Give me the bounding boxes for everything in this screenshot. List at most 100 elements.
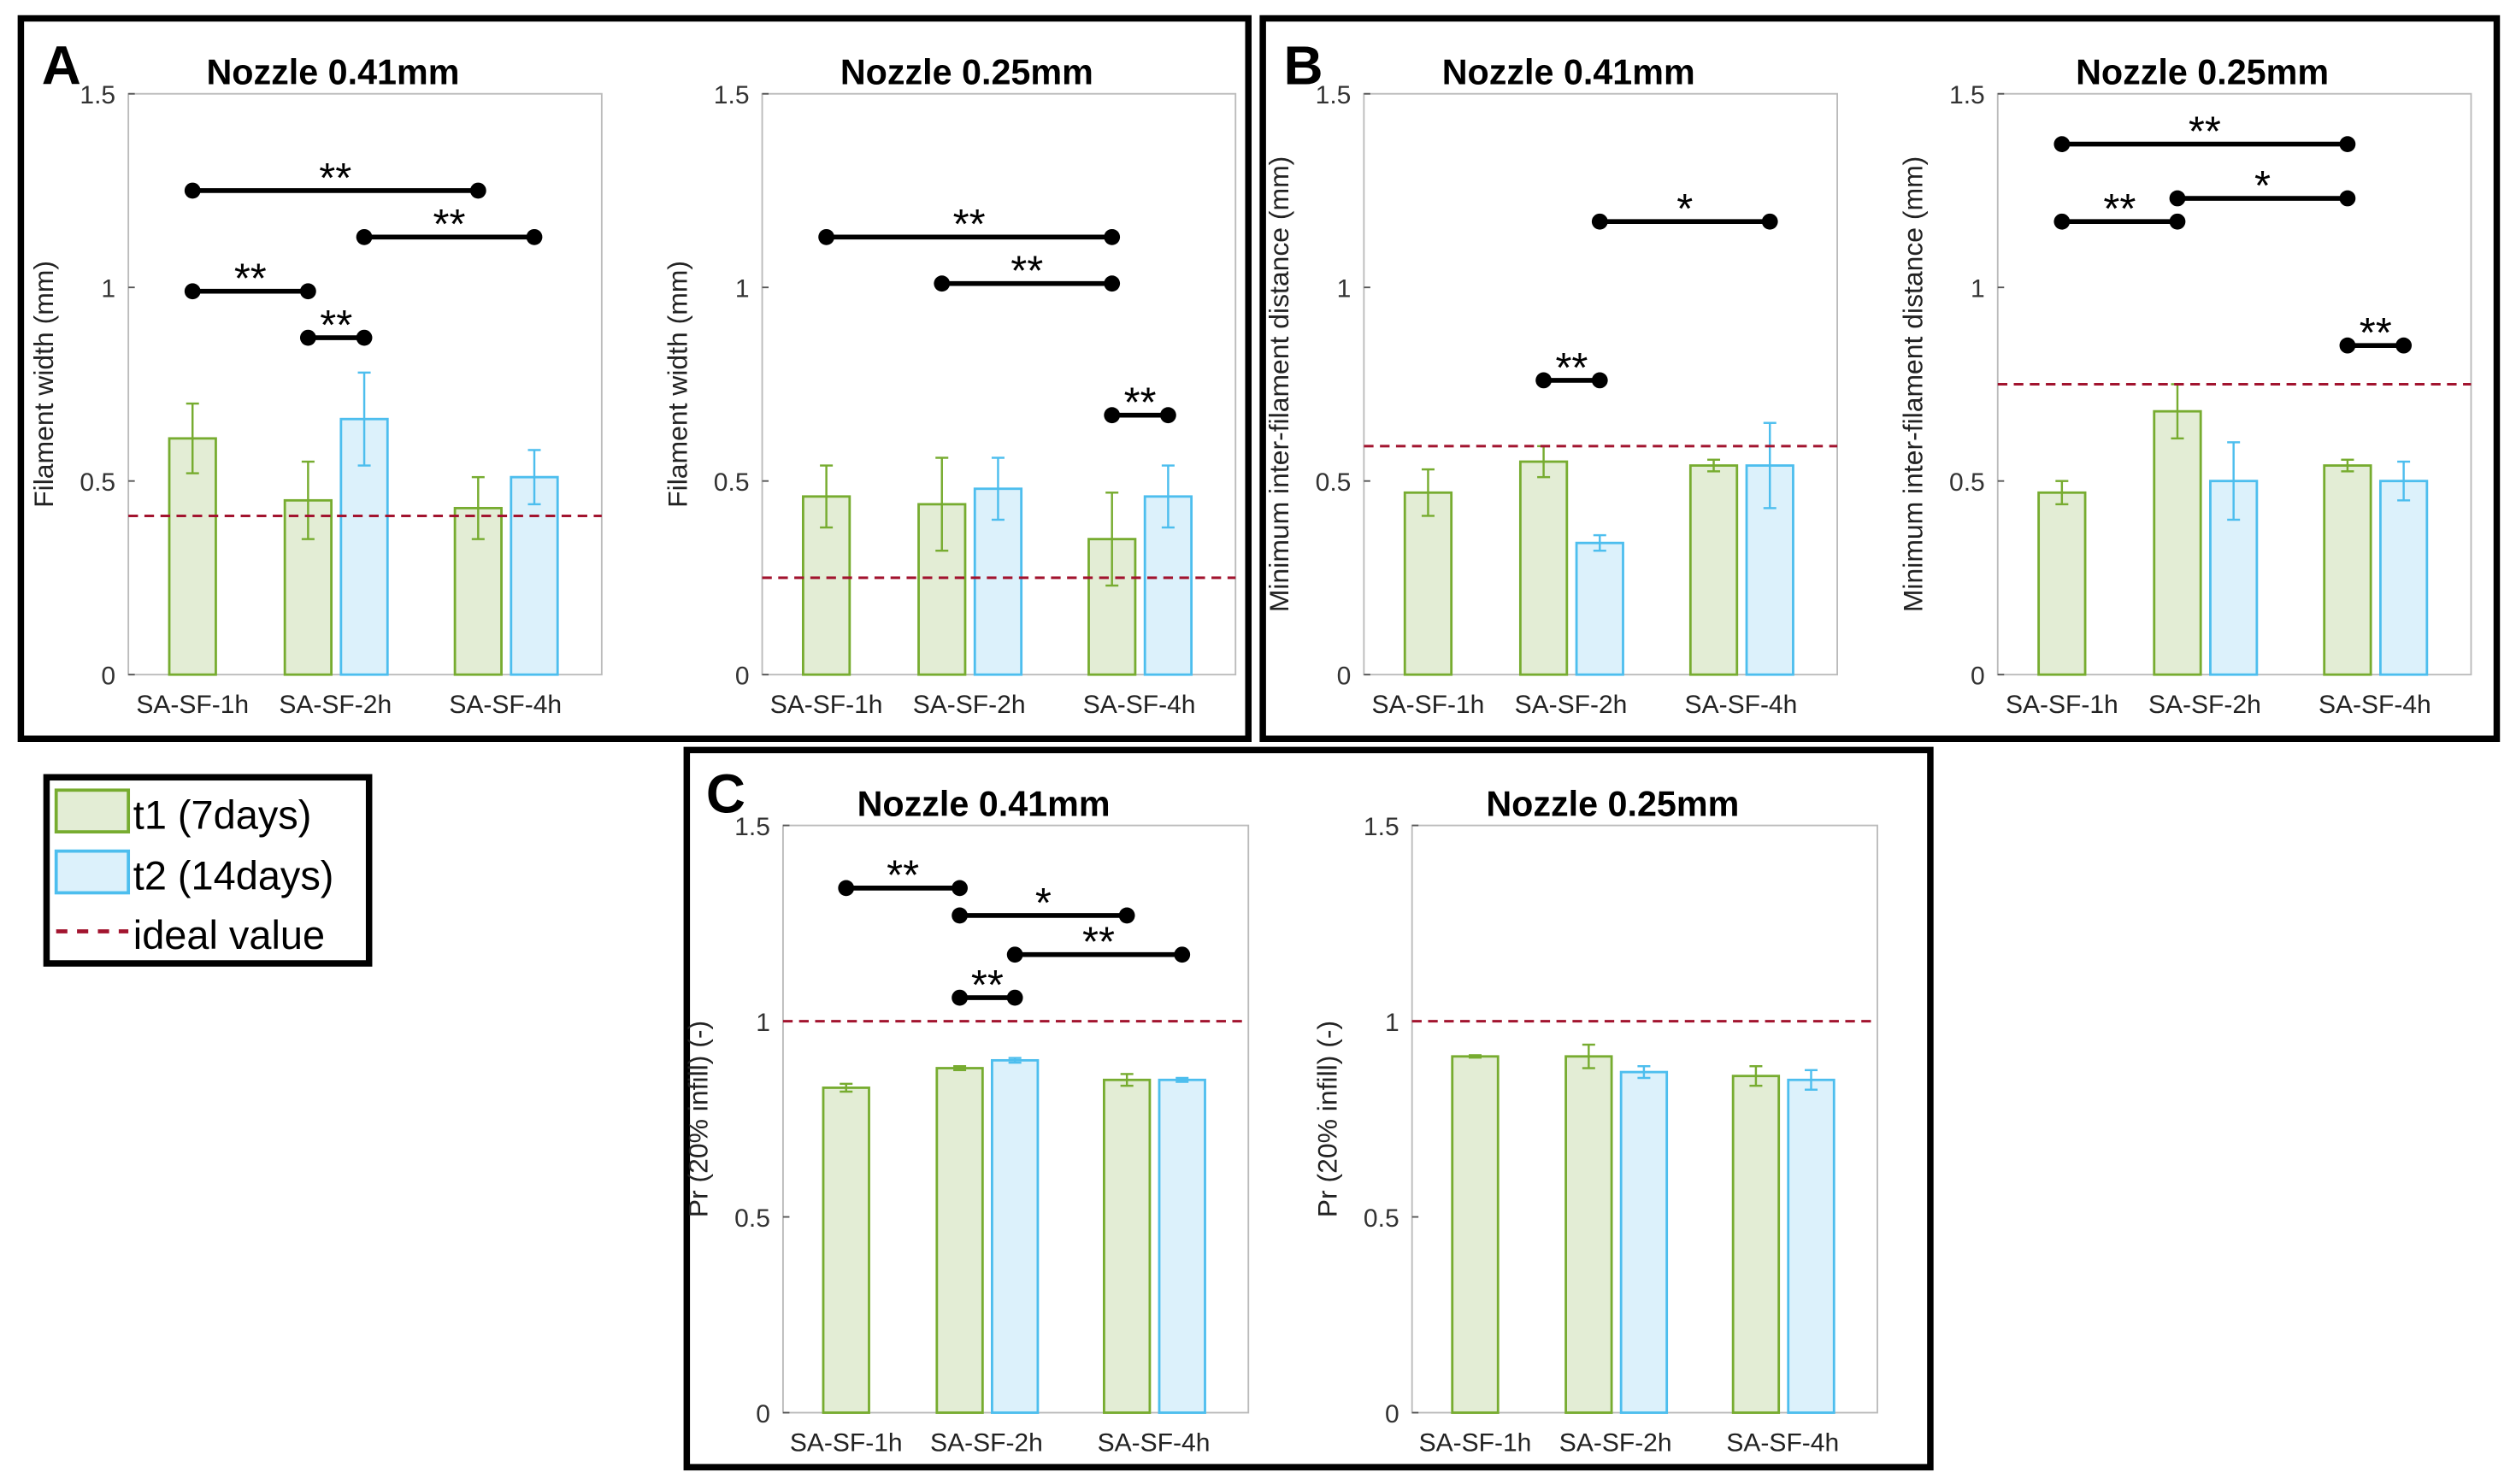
significance-dot — [2339, 190, 2356, 207]
y-tick-label: 1 — [1971, 274, 1985, 303]
panel-c-letter: C — [706, 763, 745, 825]
significance-dot — [1118, 907, 1135, 924]
significance-label: ** — [1124, 380, 1157, 427]
x-tick-label: SA-SF-2h — [930, 1429, 1043, 1458]
x-tick-label: SA-SF-1h — [2006, 691, 2118, 719]
significance-dot — [2339, 337, 2356, 354]
y-tick-label: 0.5 — [1949, 468, 1985, 497]
chart-title: Nozzle 0.41mm — [206, 52, 459, 91]
bar-t1 — [1103, 1078, 1152, 1414]
y-tick-label: 0.5 — [714, 468, 750, 497]
panel-a-frame — [17, 15, 1252, 742]
significance-label: ** — [2189, 109, 2221, 155]
significance-dot — [1535, 372, 1552, 389]
x-tick-label: SA-SF-2h — [2148, 691, 2261, 719]
significance-label: ** — [953, 202, 986, 248]
significance-dot — [184, 182, 201, 199]
y-tick-label: 1 — [756, 1009, 770, 1037]
chart-4: Nozzle 0.41mm Pr (20% infill) (-) 0 0.5 1 1.5… — [683, 784, 1250, 1458]
y-tick-label: 0.5 — [1364, 1204, 1399, 1233]
x-tick-label: SA-SF-2h — [1559, 1429, 1672, 1458]
significance-dot — [299, 283, 316, 300]
significance-label: ** — [320, 303, 352, 349]
significance-dot — [1160, 407, 1176, 424]
significance-dot — [1104, 275, 1121, 292]
y-tick-label: 1.5 — [1949, 81, 1985, 109]
significance-label: * — [1035, 880, 1052, 927]
y-tick-label: 0 — [1385, 1400, 1399, 1428]
significance-dot — [952, 880, 968, 897]
significance-dot — [2053, 213, 2071, 230]
legend-t2-swatch — [54, 849, 131, 895]
significance-dot — [838, 880, 855, 897]
legend-ideal-label: ideal value — [133, 913, 325, 957]
y-tick-label: 0 — [756, 1400, 770, 1428]
significance-dot — [469, 182, 486, 199]
significance-dot — [818, 228, 834, 245]
panel-a-letter: A — [42, 34, 81, 96]
chart-1: Nozzle 0.25mm Filament width (mm) 0 0.5 1 1.5… — [662, 52, 1237, 719]
significance-dot — [1591, 372, 1608, 389]
y-tick-label: 0.5 — [80, 468, 115, 497]
significance-dot — [356, 329, 373, 346]
legend-t1-label: t1 (7days) — [133, 792, 312, 837]
y-axis-label: Filament width (mm) — [662, 261, 692, 508]
y-tick-label: 1 — [1385, 1009, 1399, 1037]
chart-title: Nozzle 0.25mm — [1486, 784, 1739, 823]
bar-t1 — [1403, 491, 1453, 676]
significance-label: ** — [1082, 920, 1115, 966]
bar-t1 — [168, 437, 217, 676]
y-tick-label: 0 — [735, 662, 750, 690]
y-axis-label: Pr (20% infill) (-) — [1311, 1021, 1342, 1217]
significance-dot — [1006, 946, 1023, 963]
panel-b-letter: B — [1284, 34, 1323, 96]
bar-t2 — [991, 1058, 1040, 1414]
significance-dot — [2169, 213, 2186, 230]
chart-2: Nozzle 0.41mm Minimum inter-filament dist… — [1264, 52, 1839, 719]
y-tick-label: 0 — [101, 662, 115, 690]
significance-dot — [1104, 228, 1121, 245]
y-tick-label: 0 — [1971, 662, 1985, 690]
y-tick-label: 1 — [101, 274, 115, 303]
y-tick-label: 0 — [1337, 662, 1352, 690]
significance-label: ** — [433, 202, 466, 248]
bar-t2 — [339, 417, 389, 676]
y-axis-label: Filament width (mm) — [28, 261, 59, 508]
bar-t2 — [1787, 1078, 1835, 1414]
significance-dot — [1174, 946, 1191, 963]
x-tick-label: SA-SF-2h — [1515, 691, 1628, 719]
bar-t1 — [2153, 409, 2202, 676]
x-tick-label: SA-SF-2h — [279, 691, 392, 719]
x-tick-label: SA-SF-1h — [1419, 1429, 1532, 1458]
significance-label: ** — [234, 256, 267, 303]
significance-label: * — [2254, 163, 2271, 209]
bar-t2 — [2378, 480, 2429, 676]
significance-dot — [184, 283, 201, 300]
significance-dot — [2053, 136, 2071, 152]
significance-dot — [1104, 407, 1121, 424]
bar-t1 — [1731, 1075, 1781, 1414]
bar-t1 — [1518, 460, 1569, 676]
significance-dot — [952, 989, 968, 1006]
y-tick-label: 0.5 — [734, 1204, 770, 1233]
legend-t2-label: t2 (14days) — [133, 854, 334, 898]
significance-dot — [1006, 989, 1023, 1006]
y-tick-label: 1.5 — [80, 81, 115, 109]
bar-t1 — [1451, 1055, 1500, 1414]
y-tick-label: 1.5 — [1316, 81, 1352, 109]
y-tick-label: 1 — [1337, 274, 1352, 303]
bar-t2 — [1619, 1070, 1669, 1414]
bar-t1 — [822, 1086, 870, 1414]
x-tick-label: SA-SF-1h — [790, 1429, 903, 1458]
bar-t1 — [2323, 464, 2372, 676]
panel-c-frame — [683, 746, 1934, 1471]
y-tick-label: 1.5 — [1364, 813, 1399, 841]
significance-label: ** — [2360, 310, 2392, 356]
significance-dot — [299, 329, 316, 346]
y-tick-label: 1 — [735, 274, 750, 303]
significance-dot — [952, 907, 968, 924]
x-tick-label: SA-SF-1h — [1372, 691, 1485, 719]
x-tick-label: SA-SF-1h — [770, 691, 883, 719]
bar-t1 — [935, 1067, 984, 1414]
